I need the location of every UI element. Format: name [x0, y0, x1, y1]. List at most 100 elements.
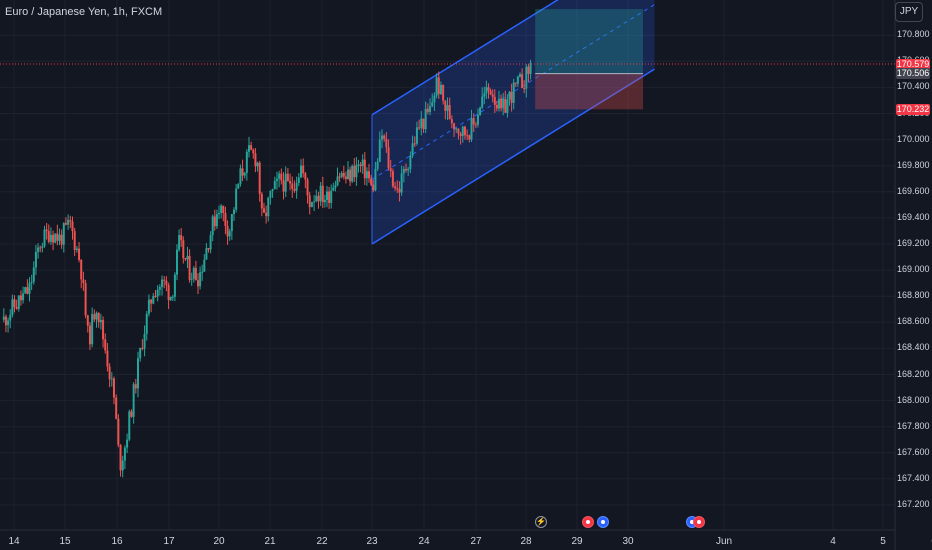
candle-body: [252, 149, 255, 154]
candle-body: [317, 195, 320, 202]
candle-body: [78, 248, 81, 260]
candle-body: [169, 296, 172, 301]
candle-body: [95, 312, 98, 320]
candle-body: [203, 259, 206, 272]
candle-body: [306, 179, 309, 196]
x-tick-label: 24: [418, 536, 430, 547]
candle-body: [188, 255, 191, 280]
candle-body: [199, 272, 202, 287]
candle-body: [495, 104, 498, 109]
candle-body: [167, 284, 170, 301]
candle-body: [413, 143, 416, 145]
candle-body: [485, 87, 488, 94]
x-tick-label: 15: [59, 536, 71, 547]
currency-selector-button[interactable]: JPY: [895, 2, 923, 22]
candle-body: [228, 231, 231, 237]
red-event-icon[interactable]: [693, 516, 705, 528]
candle-body: [184, 258, 187, 260]
candle-body: [56, 233, 59, 241]
red-event-icon[interactable]: [582, 516, 594, 528]
candle-body: [211, 216, 214, 236]
target-zone: [535, 9, 643, 74]
candle-body: [372, 184, 375, 191]
candle-body: [171, 296, 174, 298]
candle-body: [359, 164, 362, 167]
candle-body: [17, 295, 20, 309]
candle-body: [275, 178, 278, 182]
y-tick-label: 169.000: [897, 264, 930, 275]
candle-body: [463, 126, 466, 136]
candle-body: [326, 191, 328, 200]
candles: [2, 59, 532, 478]
flash-icon[interactable]: ⚡: [535, 516, 547, 528]
candle-body: [67, 219, 70, 225]
candle-body: [391, 171, 394, 187]
candle-body: [267, 197, 270, 217]
candle-body: [93, 314, 96, 320]
candle-body: [450, 119, 453, 124]
candle-body: [477, 114, 479, 125]
candle-body: [426, 108, 429, 112]
candle-body: [525, 66, 528, 89]
candle-body: [498, 98, 500, 109]
candle-body: [474, 124, 477, 126]
candle-body: [60, 234, 63, 245]
x-tick-label: 17: [163, 536, 175, 547]
candle-body: [128, 411, 131, 440]
candle-body: [370, 178, 373, 185]
candle-body: [262, 208, 265, 213]
candle-body: [470, 118, 473, 140]
channel-lower-line: [371, 68, 655, 245]
x-tick-label: 22: [316, 536, 328, 547]
candle-body: [334, 185, 337, 188]
candle-body: [422, 118, 425, 130]
y-tick-label: 168.200: [897, 368, 930, 379]
y-tick-label: 167.400: [897, 472, 930, 483]
candle-body: [363, 159, 366, 179]
candle-body: [502, 98, 505, 109]
candle-body: [84, 283, 87, 316]
candle-body: [387, 147, 390, 169]
candle-body: [431, 102, 434, 107]
candle-body: [328, 191, 331, 203]
candle-body: [396, 188, 399, 190]
candle-body: [506, 99, 509, 113]
blue-event-icon[interactable]: [597, 516, 609, 528]
candle-body: [239, 168, 242, 184]
candle-body: [424, 108, 427, 130]
event-dot: [601, 520, 605, 524]
candle-body: [112, 378, 115, 398]
candle-body: [411, 143, 414, 156]
candle-body: [273, 181, 276, 190]
candle-body: [284, 173, 287, 192]
grid-lines: [0, 0, 895, 530]
candle-body: [472, 118, 475, 125]
candle-body: [235, 188, 238, 210]
candle-body: [302, 165, 305, 174]
candle-body: [508, 91, 511, 100]
channel-fill: [372, 0, 655, 244]
candle-body: [504, 98, 507, 113]
y-tick-label: 167.600: [897, 446, 930, 457]
candle-body: [15, 307, 18, 309]
candle-body: [512, 82, 515, 103]
candle-body: [523, 88, 526, 90]
candle-body: [374, 168, 377, 191]
candle-body: [241, 168, 244, 176]
candle-body: [147, 299, 150, 314]
event-dot: [697, 520, 701, 524]
candle-body: [433, 95, 436, 103]
candle-body: [152, 295, 155, 304]
candle-body: [256, 162, 259, 167]
x-tick-label: 29: [571, 536, 583, 547]
candle-body: [132, 384, 135, 417]
candle-body: [394, 186, 397, 189]
y-tick-label: 168.400: [897, 342, 930, 353]
candle-body: [43, 229, 46, 247]
candle-body: [7, 320, 10, 326]
y-tick-label: 170.400: [897, 81, 930, 92]
candle-body: [444, 100, 447, 111]
candle-body: [22, 293, 25, 301]
candle-body: [222, 205, 225, 213]
